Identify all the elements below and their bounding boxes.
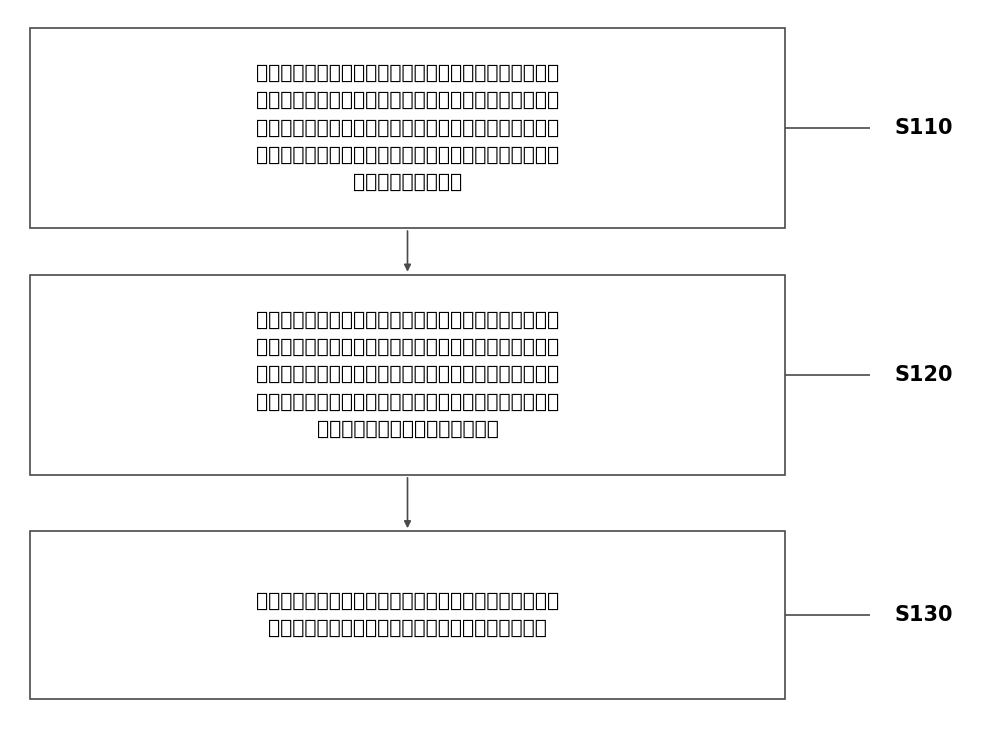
- Text: 在多标签防碰撞过程中，所述每一电子标签将所存储的温
度数据以及预存储于该每一电子标签内的预存数据发送至
所述电子标签阅读器，其中，所述预存数据包括以下至少
之一: 在多标签防碰撞过程中，所述每一电子标签将所存储的温 度数据以及预存储于该每一电子…: [256, 310, 559, 439]
- Text: S120: S120: [895, 365, 954, 384]
- Bar: [30, 275, 785, 475]
- Bar: [30, 531, 785, 699]
- Text: S130: S130: [895, 605, 954, 625]
- Text: S110: S110: [895, 118, 954, 138]
- Text: 所述服务器根据所存储的温度数据、所述预存数据及预设
的所述位置数据对应的温度报警阈值，确定报警信息: 所述服务器根据所存储的温度数据、所述预存数据及预设 的所述位置数据对应的温度报警…: [256, 592, 559, 638]
- Text: 当每一电子标签经过电子标签阅读器天线所形成的电磁场
区时，所述每一电子标签的天线感应电磁场产生电能为所
述每一电子标签供电并激活所述每一电子标签，且激活后
的所: 当每一电子标签经过电子标签阅读器天线所形成的电磁场 区时，所述每一电子标签的天线…: [256, 64, 559, 192]
- Bar: [30, 28, 785, 228]
